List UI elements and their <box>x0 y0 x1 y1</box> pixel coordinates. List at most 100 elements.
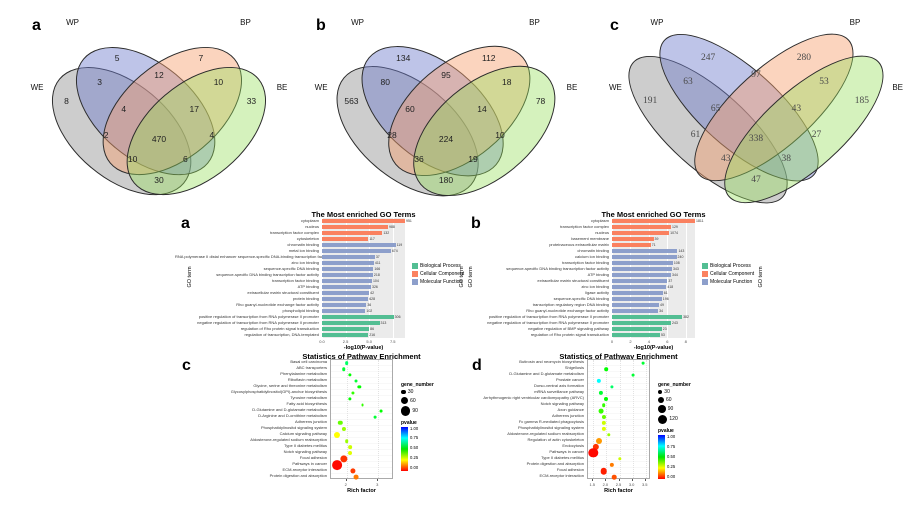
pathway-dot <box>595 438 602 444</box>
pathway-label: Focal adhesion <box>556 467 584 472</box>
pathway-dot <box>361 403 364 407</box>
panel-letter: a <box>181 215 190 232</box>
go-term-label: protein binding <box>292 296 319 301</box>
go-term-label: basement membrane <box>571 236 609 241</box>
go-bar <box>322 218 405 224</box>
gridline <box>632 360 634 478</box>
chart-title: The Most enriched GO Terms <box>311 210 416 219</box>
gridline <box>630 218 632 338</box>
go-bar <box>322 302 367 308</box>
pathway-dot <box>601 403 606 407</box>
go-term-label: ligase activity <box>585 290 609 295</box>
go-bar <box>612 290 663 296</box>
venn-region-value-wp_bp: 95 <box>441 69 451 80</box>
go-bar-count: 34 <box>659 309 664 314</box>
venn-region-value-wp_we_be: 38 <box>781 154 791 165</box>
venn-region-value-be: 78 <box>535 95 546 106</box>
gridline <box>322 218 323 338</box>
pathway-dot <box>357 385 362 389</box>
x-tick-mark <box>377 479 379 481</box>
pathway-dot <box>341 367 346 371</box>
pvalue-stop-label: 0.25 <box>667 463 676 469</box>
go-term-label: Rho guanyl-nucleotide exchange factor ac… <box>236 302 319 307</box>
go-bar <box>322 326 370 332</box>
go-term-label: ATP binding <box>297 284 319 289</box>
venn-region-value-wp_bp_we: 65 <box>710 104 721 115</box>
go-bar-count: 132 <box>383 231 390 236</box>
go-bar <box>612 320 672 326</box>
pvalue-gradient <box>658 435 665 480</box>
pathway-label: Type II diabetes mellitus <box>284 443 327 448</box>
pathway-dot <box>601 414 606 420</box>
go-bar <box>612 314 683 320</box>
go-term-label: Rho guanyl-nucleotide exchange factor ac… <box>526 308 609 313</box>
legend-item: Cellular Component <box>702 271 754 277</box>
venn-canvas: 134 112 95 563 78 80 18 60 14 28 10 224 36 19 180 <box>312 20 580 223</box>
pvalue-stop-label: 0.25 <box>410 455 419 461</box>
venn-region-value-be: 185 <box>854 95 869 106</box>
legend-swatch <box>412 271 418 277</box>
pathway-label: Protein digestion and absorption <box>526 461 584 466</box>
go-bar-count: 71 <box>651 243 656 248</box>
color-legend-gradient-row: 1.00 0.75 0.50 0.25 0.00 <box>658 434 691 480</box>
go-bar-count: 42 <box>370 291 375 296</box>
pvalue-stop-label: 0.75 <box>410 435 419 441</box>
size-legend-dot <box>401 389 406 395</box>
pathway-label: Arrhythmogenic right ventricular cardiom… <box>483 395 584 400</box>
pathway-label: Calcium signaling pathway <box>279 431 327 436</box>
venn-region-value-bp: 112 <box>481 52 496 63</box>
go-bar-count: 49 <box>660 303 664 308</box>
venn-region-value-we_be: 180 <box>438 174 454 185</box>
legend-label: Cellular Component <box>420 271 465 277</box>
go-term-label: proteinaceous extracellular matrix <box>549 242 609 247</box>
color-legend-title: pvalue <box>401 419 417 426</box>
go-term-label: zinc ion binding <box>581 284 609 289</box>
go-term-label: sequence-specific DNA binding transcript… <box>216 272 319 277</box>
legend: Biological Process Cellular Component Mole… <box>702 263 754 287</box>
pathway-label: Pathways in cancer <box>549 449 584 454</box>
go-term-label: zinc ion binding <box>291 260 319 265</box>
legend-label: Biological Process <box>710 263 751 269</box>
venn-region-value-wp: 134 <box>396 52 411 63</box>
venn-region-value-wp_bp: 12 <box>154 69 164 80</box>
color-legend-title: pvalue <box>658 428 674 435</box>
size-legend-dot <box>658 389 663 395</box>
venn-panel-c: c WP BP WE BE 247 280 97 191 185 63 53 65 43 61 27 338 43… <box>606 10 906 227</box>
go-bar-count: 108 <box>673 261 680 266</box>
size-legend-dot <box>401 397 409 405</box>
go-bar <box>612 284 667 290</box>
venn-region-value-wp_be: 10 <box>495 130 505 141</box>
size-legend-item: 90 <box>658 405 691 413</box>
venn-region-value-wp_bp_be: 14 <box>477 104 487 115</box>
go-term-label: sequence-specific DNA binding <box>263 266 319 271</box>
go-term-label: nucleus <box>595 230 609 235</box>
pathway-label: D-Arginine and D-ornithine metabolism <box>258 413 327 418</box>
go-bar <box>322 236 369 242</box>
x-axis-title: -log10(P-value) <box>633 345 674 351</box>
pathway-dot <box>373 415 377 419</box>
legend: gene_number 30 60 90 120 pvalue 1.00 0.75 0.50 0.… <box>658 382 691 481</box>
venn-region-value-we: 563 <box>344 95 359 106</box>
pvalue-stop-label: 0.75 <box>667 444 676 450</box>
venn-region-value-wp_we: 3 <box>97 76 102 87</box>
gridline <box>392 218 394 338</box>
pathway-dot <box>379 409 383 413</box>
legend-label: Cellular Component <box>710 271 755 277</box>
panel-letter: d <box>472 357 482 374</box>
go-bar <box>612 218 695 224</box>
venn-region-value-bp_be: 18 <box>502 76 512 87</box>
venn-region-value-we_bp: 61 <box>690 130 701 141</box>
go-bar <box>612 296 662 302</box>
go-bar <box>322 266 374 272</box>
go-bar <box>322 320 380 326</box>
go-bar-count: 313 <box>380 321 387 326</box>
venn-region-value-we_be: 47 <box>751 174 761 185</box>
chart-title: The Most enriched GO Terms <box>601 210 706 219</box>
gridline <box>378 360 380 478</box>
pathway-label: ABC transporters <box>296 365 327 370</box>
venn-panel-a: a WP BP WE BE 5 7 12 8 33 3 10 4 17 2 4 470 10 6 30 <box>28 10 290 221</box>
venn-region-value-we: 191 <box>643 95 658 106</box>
panel-letter: c <box>182 357 191 374</box>
plot-area <box>330 359 393 480</box>
venn-region-value-wp_be: 27 <box>811 130 822 141</box>
